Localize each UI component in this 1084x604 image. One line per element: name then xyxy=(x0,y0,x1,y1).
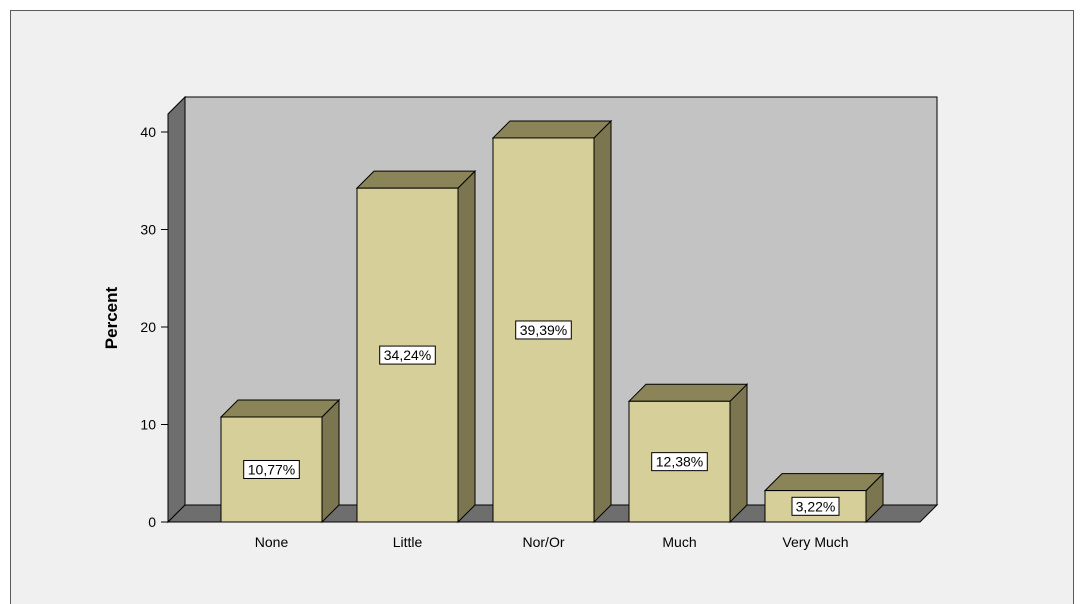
data-label-box xyxy=(651,452,708,472)
x-category-label: Little xyxy=(393,534,423,550)
data-label: 10,77% xyxy=(248,461,295,477)
data-label: 34,24% xyxy=(384,347,431,363)
x-category-label: Nor/Or xyxy=(523,534,565,550)
side-wall xyxy=(167,95,186,524)
x-category-label: Very Much xyxy=(782,534,848,550)
bar xyxy=(491,119,613,524)
data-label: 39,39% xyxy=(520,322,567,338)
bar-top xyxy=(355,170,477,189)
bar-side xyxy=(457,169,476,524)
y-axis-label: Percent xyxy=(102,286,121,349)
y-tick-label: 40 xyxy=(140,124,156,140)
bar xyxy=(627,383,749,524)
x-category-label: Much xyxy=(662,534,696,550)
data-label-box xyxy=(379,345,436,365)
bar-side xyxy=(321,398,340,524)
bar-side xyxy=(593,119,612,524)
data-label-box xyxy=(243,459,300,479)
bar-top xyxy=(627,383,749,402)
bar-side xyxy=(729,383,748,524)
y-tick-label: 30 xyxy=(140,222,156,238)
bar-top xyxy=(763,473,885,492)
bar-front xyxy=(220,416,323,523)
y-tick-label: 10 xyxy=(140,417,156,433)
data-label: 12,38% xyxy=(656,454,703,470)
data-label: 3,22% xyxy=(796,498,836,514)
bar-top xyxy=(491,120,613,139)
bar xyxy=(219,398,341,524)
y-tick-label: 20 xyxy=(140,319,156,335)
x-category-label: None xyxy=(255,534,289,550)
bar xyxy=(355,169,477,524)
y-tick-label: 0 xyxy=(148,514,156,530)
data-label-box xyxy=(791,496,840,516)
data-label-box xyxy=(515,320,572,340)
bar-top xyxy=(219,399,341,418)
